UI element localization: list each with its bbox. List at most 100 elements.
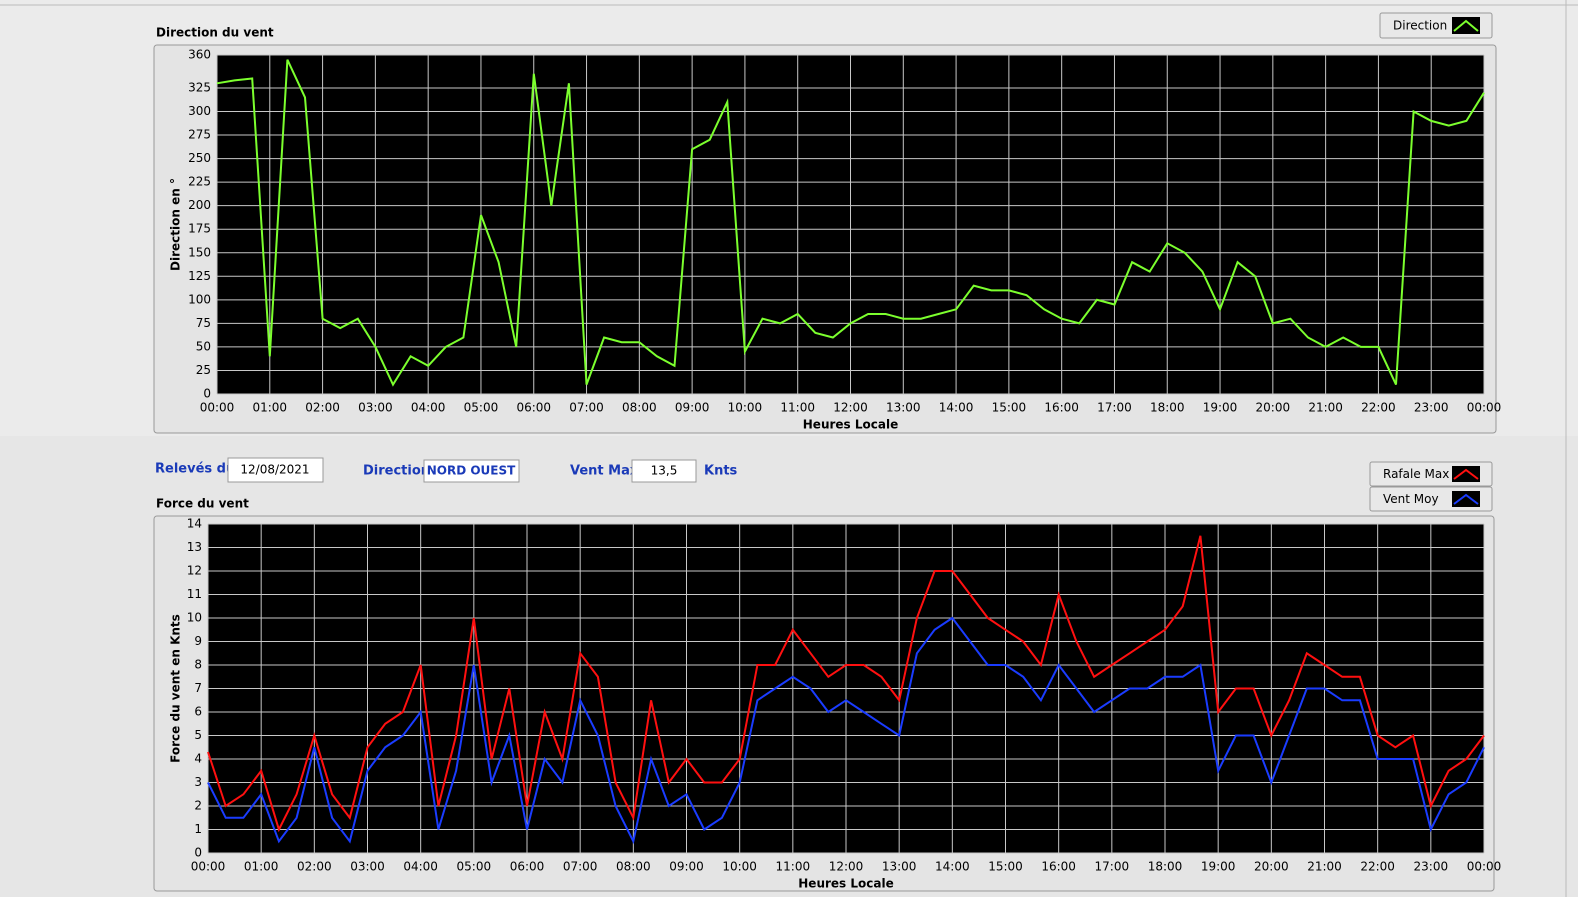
x-tick-label: 12:00 — [829, 860, 864, 874]
x-tick-label: 01:00 — [244, 860, 279, 874]
y-tick-label: 14 — [187, 517, 202, 531]
x-tick-label: 18:00 — [1148, 860, 1183, 874]
y-tick-label: 6 — [194, 705, 202, 719]
data-line — [207, 535, 1485, 833]
y-tick-label: 0 — [203, 387, 211, 401]
x-tick-label: 00:00 — [200, 401, 235, 415]
x-tick-label: 06:00 — [510, 860, 545, 874]
x-tick-label: 04:00 — [403, 860, 438, 874]
vmax-unit: Knts — [704, 464, 738, 479]
legend-swatch — [1453, 493, 1479, 505]
y-tick-label: 250 — [188, 151, 211, 165]
x-tick-label: 06:00 — [516, 401, 551, 415]
y-tick-label: 8 — [194, 658, 202, 672]
x-tick-label: 13:00 — [882, 860, 917, 874]
y-tick-label: 9 — [194, 634, 202, 648]
legend-label: Vent Moy — [1383, 492, 1439, 506]
x-tick-label: 08:00 — [622, 401, 657, 415]
x-tick-label: 21:00 — [1307, 860, 1342, 874]
x-tick-label: 00:00 — [1467, 401, 1502, 415]
y-tick-label: 275 — [188, 128, 211, 142]
data-line — [207, 616, 1485, 845]
x-tick-label: 22:00 — [1360, 860, 1395, 874]
x-tick-label: 23:00 — [1414, 401, 1449, 415]
y-tick-label: 75 — [196, 316, 211, 330]
legend-label: Direction — [1393, 19, 1447, 33]
y-tick-label: 125 — [188, 269, 211, 283]
x-tick-label: 00:00 — [191, 860, 226, 874]
y-tick-label: 50 — [196, 339, 211, 353]
x-axis-label: Heures Locale — [803, 418, 898, 432]
x-tick-label: 16:00 — [1044, 401, 1079, 415]
x-tick-label: 11:00 — [780, 401, 815, 415]
y-tick-label: 200 — [188, 198, 211, 212]
y-tick-label: 25 — [196, 363, 211, 377]
y-tick-label: 4 — [194, 752, 202, 766]
x-tick-label: 12:00 — [833, 401, 868, 415]
y-tick-label: 12 — [187, 564, 202, 578]
x-tick-label: 22:00 — [1361, 401, 1396, 415]
x-tick-label: 09:00 — [669, 860, 704, 874]
vmax-box[interactable] — [631, 459, 697, 483]
y-tick-label: 11 — [187, 587, 202, 601]
chart-title: Direction du vent — [156, 26, 274, 40]
x-tick-label: 03:00 — [350, 860, 385, 874]
data-line — [216, 59, 1485, 387]
x-tick-label: 11:00 — [776, 860, 811, 874]
x-tick-label: 17:00 — [1097, 401, 1132, 415]
legend-swatch — [1453, 19, 1479, 32]
x-tick-label: 02:00 — [297, 860, 332, 874]
date-value: 12/08/2021 — [240, 463, 309, 477]
y-tick-label: 2 — [194, 799, 202, 813]
x-tick-label: 00:00 — [1467, 860, 1502, 874]
x-tick-label: 05:00 — [457, 860, 492, 874]
x-tick-label: 07:00 — [563, 860, 598, 874]
x-tick-label: 10:00 — [722, 860, 757, 874]
chart-title: Force du vent — [156, 497, 249, 511]
legend-label: Rafale Max — [1383, 467, 1449, 481]
x-tick-label: 14:00 — [935, 860, 970, 874]
x-axis-label: Heures Locale — [798, 877, 893, 891]
direction-box[interactable] — [423, 459, 520, 483]
x-tick-label: 08:00 — [616, 860, 651, 874]
direction-value: NORD OUEST — [427, 464, 516, 478]
y-tick-label: 325 — [188, 80, 211, 94]
x-tick-label: 23:00 — [1414, 860, 1449, 874]
x-tick-label: 05:00 — [464, 401, 499, 415]
y-tick-label: 225 — [188, 175, 211, 189]
legend-swatch-bg — [1452, 491, 1480, 507]
x-tick-label: 03:00 — [358, 401, 393, 415]
vmax-label: Vent Max — [570, 464, 639, 479]
y-axis-label: Direction en ° — [169, 178, 183, 271]
y-tick-label: 300 — [188, 104, 211, 118]
legend-swatch — [1453, 468, 1479, 480]
y-axis-label: Force du vent en Knts — [169, 614, 183, 763]
y-tick-label: 100 — [188, 292, 211, 306]
y-tick-label: 175 — [188, 222, 211, 236]
x-tick-label: 04:00 — [411, 401, 446, 415]
date-label: Relevés du — [155, 462, 235, 477]
x-tick-label: 02:00 — [305, 401, 340, 415]
y-tick-label: 13 — [187, 540, 202, 554]
x-tick-label: 13:00 — [886, 401, 921, 415]
x-tick-label: 21:00 — [1308, 401, 1343, 415]
x-tick-label: 20:00 — [1254, 860, 1289, 874]
x-tick-label: 10:00 — [728, 401, 763, 415]
y-tick-label: 5 — [194, 728, 202, 742]
x-tick-label: 01:00 — [252, 401, 287, 415]
date-box[interactable] — [227, 457, 324, 483]
y-tick-label: 3 — [194, 775, 202, 789]
legend-swatch-bg — [1452, 466, 1480, 482]
y-tick-label: 150 — [188, 245, 211, 259]
x-tick-label: 19:00 — [1203, 401, 1238, 415]
x-tick-label: 17:00 — [1095, 860, 1130, 874]
x-tick-label: 18:00 — [1150, 401, 1185, 415]
x-tick-label: 14:00 — [939, 401, 974, 415]
x-tick-label: 16:00 — [1041, 860, 1076, 874]
x-tick-label: 15:00 — [992, 401, 1027, 415]
x-tick-label: 20:00 — [1256, 401, 1291, 415]
y-tick-label: 1 — [194, 822, 202, 836]
x-tick-label: 07:00 — [569, 401, 604, 415]
